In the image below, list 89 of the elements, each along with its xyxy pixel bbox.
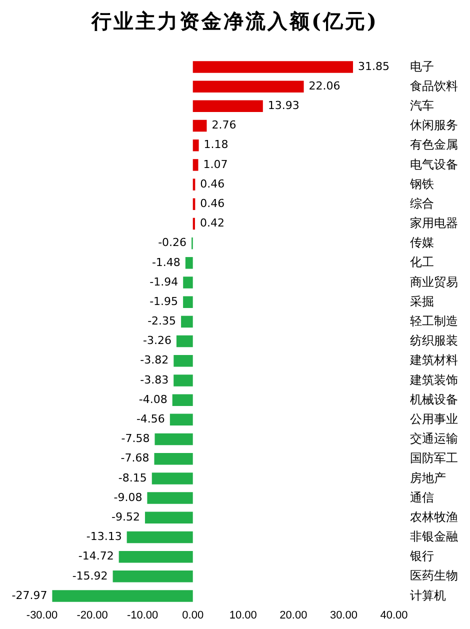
bar [174, 374, 193, 386]
y-tick-label: 房地产 [410, 470, 446, 485]
y-tick-label: 轻工制造 [410, 314, 458, 328]
y-tick-label: 电气设备 [410, 157, 458, 172]
data-label: -13.13 [86, 530, 122, 544]
y-tick-label: 非银金融 [410, 530, 458, 544]
bar [192, 80, 304, 92]
data-label: -7.58 [121, 432, 150, 446]
data-label: 2.76 [212, 118, 236, 132]
x-tick-label: 20.00 [280, 609, 308, 622]
x-tick-label: -30.00 [26, 609, 58, 622]
y-tick-label: 综合 [410, 196, 434, 210]
y-tick-label: 纺织服装 [410, 334, 458, 348]
data-label: 0.46 [200, 197, 225, 210]
y-tick-label: 商业贸易 [410, 274, 458, 289]
bar [154, 452, 193, 465]
bar [112, 570, 193, 582]
data-label: -0.26 [158, 236, 187, 250]
bar [118, 550, 193, 563]
bar [185, 257, 193, 269]
y-tick-label: 采掘 [410, 294, 434, 308]
data-label: -8.15 [118, 471, 147, 484]
data-label: 13.93 [268, 99, 300, 112]
data-label: -27.97 [12, 588, 48, 602]
y-tick-label: 建筑材料 [409, 353, 458, 368]
data-label: -14.72 [78, 550, 114, 563]
y-tick-label: 汽车 [410, 98, 434, 112]
bar [170, 414, 193, 426]
data-label: -2.35 [148, 314, 176, 328]
bar [192, 61, 354, 73]
bar [154, 433, 193, 446]
y-tick-label: 有色金属 [410, 138, 458, 152]
bar [192, 120, 207, 132]
y-tick-label: 银行 [409, 549, 434, 564]
y-tick-label: 农林牧渔 [410, 510, 458, 524]
y-tick-label: 通信 [410, 490, 434, 504]
data-label: -15.92 [72, 569, 108, 582]
bar [192, 139, 199, 152]
y-tick-label: 建筑装饰 [409, 372, 458, 387]
x-tick-label: -10.00 [126, 609, 158, 622]
bar [147, 492, 193, 504]
bar [176, 335, 193, 348]
bar [172, 394, 193, 406]
data-label: -3.26 [142, 334, 172, 348]
y-tick-label: 计算机 [410, 588, 446, 602]
data-label: -3.83 [140, 373, 169, 386]
bar [52, 590, 193, 602]
data-label: 1.07 [203, 158, 228, 171]
y-tick-label: 机械设备 [410, 392, 458, 406]
y-tick-label: 电子 [410, 59, 434, 74]
data-label: -4.56 [136, 412, 165, 426]
data-label: 31.85 [358, 60, 390, 73]
y-tick-label: 休闲服务 [410, 118, 458, 132]
y-tick-label: 传媒 [410, 236, 434, 250]
x-tick-label: -20.00 [76, 609, 108, 622]
x-tick-label: 40.00 [380, 609, 408, 622]
y-tick-label: 食品饮料 [410, 78, 458, 93]
bar [152, 472, 193, 484]
bar [192, 159, 198, 171]
y-tick-label: 交通运输 [410, 432, 458, 446]
data-label: -9.52 [112, 510, 140, 524]
data-label: -1.48 [152, 256, 180, 269]
y-tick-label: 家用电器 [410, 216, 458, 230]
data-label: 0.46 [200, 177, 225, 190]
bar [181, 316, 193, 328]
bar [174, 355, 193, 367]
data-label: -3.82 [140, 354, 169, 367]
data-label: -1.95 [150, 294, 178, 308]
y-tick-label: 医药生物 [410, 568, 458, 583]
bar [183, 296, 193, 308]
data-label: -9.08 [114, 490, 142, 504]
chart-title: 行业主力资金净流入额(亿元) [90, 8, 380, 35]
x-tick-label: 0.00 [182, 609, 204, 622]
data-label: 22.06 [308, 79, 340, 92]
bar [183, 276, 193, 288]
data-label: -4.08 [138, 392, 168, 406]
data-label: -7.68 [120, 452, 150, 465]
x-tick-label: 10.00 [229, 609, 257, 622]
y-tick-label: 化工 [410, 255, 434, 270]
bar [126, 531, 193, 544]
bar [192, 100, 263, 112]
y-tick-label: 国防军工 [410, 451, 458, 466]
x-tick-label: 30.00 [330, 609, 358, 622]
data-label: 1.18 [204, 138, 228, 152]
y-tick-label: 公用事业 [410, 412, 458, 426]
bar [144, 512, 193, 524]
data-label: 0.42 [200, 216, 224, 230]
data-label: -1.94 [150, 275, 178, 288]
y-tick-label: 钢铁 [409, 176, 434, 191]
